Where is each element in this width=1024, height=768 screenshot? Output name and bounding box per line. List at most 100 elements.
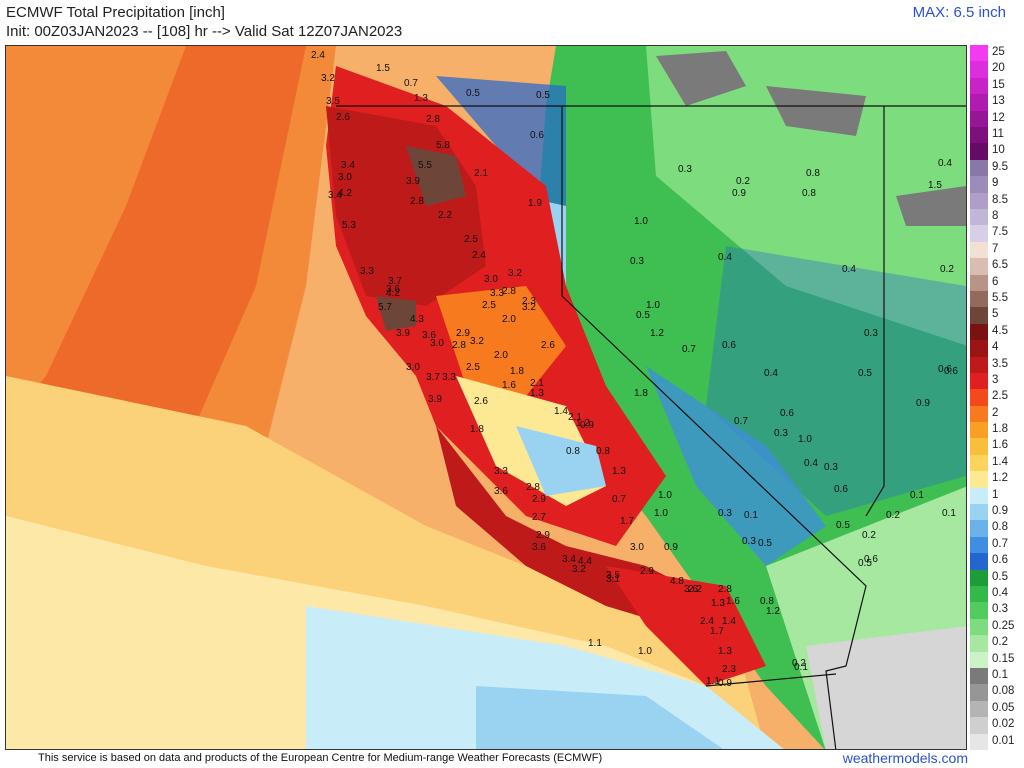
ca-nv-border	[561, 106, 867, 749]
legend-label: 0.9	[992, 505, 1008, 518]
legend-swatch	[970, 487, 988, 505]
precip-value-label: 2.5	[466, 362, 480, 373]
precip-value-label: 2.8	[426, 114, 440, 125]
legend-entry: 8.5	[968, 192, 1024, 209]
legend-label: 9	[992, 177, 999, 190]
precip-value-label: 0.8	[802, 188, 816, 199]
precip-legend: 25 20 15 13 12 11 10 9.5 9 8.5 8 7.5 7 6.5 6 5.5 5 4.5 4 3.…	[968, 45, 1024, 750]
offshore-blue	[476, 686, 724, 749]
precip-value-label: 1.7	[620, 516, 634, 527]
site-link[interactable]: weathermodels.com	[842, 750, 968, 766]
precip-value-label: 0.2	[862, 530, 876, 541]
legend-swatch	[970, 340, 988, 357]
precip-value-label: 2.8	[452, 340, 466, 351]
legend-label: 2	[992, 406, 999, 419]
legend-entry: 0.7	[968, 536, 1024, 554]
precip-value-label: 2.8	[718, 584, 732, 595]
legend-label: 4.5	[992, 324, 1008, 337]
legend-swatch	[970, 274, 988, 291]
legend-label: 12	[992, 111, 1005, 124]
legend-swatch	[970, 61, 988, 78]
precip-value-label: 0.5	[858, 558, 872, 569]
nv-ut-border	[865, 106, 885, 517]
ecmwf-credit: This service is based on data and produc…	[38, 752, 603, 764]
legend-entry: 1.6	[968, 438, 1024, 455]
legend-entry: 0.25	[968, 618, 1024, 636]
legend-swatch	[970, 77, 988, 95]
legend-swatch	[970, 422, 988, 439]
precip-value-label: 3.6	[532, 542, 546, 553]
precip-value-label: 0.8	[760, 596, 774, 607]
legend-swatch	[970, 405, 988, 423]
precip-value-label: 3.9	[428, 394, 442, 405]
precip-value-label: 2.8	[502, 286, 516, 297]
precip-value-label: 3.2	[508, 268, 522, 279]
precip-value-label: 0.5	[836, 520, 850, 531]
precip-value-label: 0.3	[630, 256, 644, 267]
legend-entry: 3.5	[968, 356, 1024, 373]
precip-value-label: 4.2	[338, 188, 352, 199]
legend-entry: 2	[968, 405, 1024, 423]
precip-value-label: 1.5	[376, 63, 390, 74]
legend-entry: 0.6	[968, 553, 1024, 570]
precip-value-label: 1.4	[554, 406, 568, 417]
legend-swatch	[970, 290, 988, 308]
precip-value-label: 2.5	[464, 234, 478, 245]
precip-value-label: 0.7	[734, 416, 748, 427]
sierra-east-blue	[646, 366, 826, 566]
precip-value-label: 2.3	[722, 664, 736, 675]
precip-value-label: 0.6	[944, 366, 958, 377]
legend-label: 3	[992, 373, 999, 386]
legend-swatch	[970, 536, 988, 554]
legend-label: 9.5	[992, 160, 1008, 173]
legend-label: 0.4	[992, 587, 1008, 600]
precip-value-label: 0.3	[864, 328, 878, 339]
legend-label: 7	[992, 242, 999, 255]
precip-value-label: 1.0	[646, 300, 660, 311]
legend-label: 10	[992, 144, 1005, 157]
legend-label: 1.8	[992, 423, 1008, 436]
legend-swatch	[970, 618, 988, 636]
precip-value-label: 3.2	[470, 336, 484, 347]
legend-entry: 1.8	[968, 422, 1024, 439]
precip-value-label: 0.5	[758, 538, 772, 549]
oregon-gray-1	[656, 51, 746, 106]
legend-label: 0.02	[992, 718, 1015, 731]
precip-value-label: 3.3	[494, 466, 508, 477]
precip-value-label: 0.5	[636, 310, 650, 321]
legend-swatch	[970, 258, 988, 275]
legend-label: 13	[992, 95, 1005, 108]
precip-value-label: 2.1	[530, 378, 544, 389]
legend-swatch	[970, 700, 988, 718]
legend-swatch	[970, 635, 988, 652]
precip-value-label: 0.6	[722, 340, 736, 351]
precip-value-label: 1.0	[658, 490, 672, 501]
legend-entry: 9	[968, 176, 1024, 193]
precip-value-label: 2.9	[456, 328, 470, 339]
legend-label: 6.5	[992, 259, 1008, 272]
precip-value-label: 1.3	[530, 388, 544, 399]
precip-value-label: 3.4	[341, 160, 355, 171]
precip-value-label: 2.9	[640, 566, 654, 577]
legend-entry: 8	[968, 208, 1024, 226]
precip-value-label: 0.4	[804, 458, 818, 469]
precip-value-label: 0.1	[910, 490, 924, 501]
legend-swatch	[970, 176, 988, 193]
legend-entry: 2.5	[968, 389, 1024, 406]
legend-label: 4	[992, 341, 999, 354]
legend-label: 15	[992, 78, 1005, 91]
precipitation-map: 2.4 3.2 1.5 0.7 1.3 3.5 2.6 2.8 5.8 3.4 5.5 3.0 3.9 2…	[5, 45, 967, 750]
legend-label: 5	[992, 308, 999, 321]
high-precip-patch-2	[376, 296, 416, 331]
legend-entry: 5	[968, 307, 1024, 324]
precip-value-label: 0.8	[566, 446, 580, 457]
precip-value-label: 3.5	[326, 96, 340, 107]
precip-value-label: 0.9	[664, 542, 678, 553]
precip-value-label: 2.4	[311, 50, 325, 61]
precip-value-label: 0.6	[530, 130, 544, 141]
precip-value-label: 1.8	[634, 388, 648, 399]
precip-value-label: 2.2	[688, 584, 702, 595]
legend-entry: 0.1	[968, 668, 1024, 685]
offshore-orange-west	[6, 46, 186, 426]
precip-value-label: 4.3	[410, 314, 424, 325]
